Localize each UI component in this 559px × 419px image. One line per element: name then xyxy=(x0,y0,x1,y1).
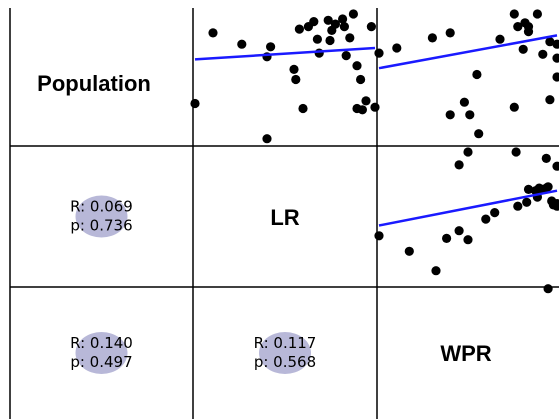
data-point xyxy=(338,14,348,24)
correlation-r-value: R: 0.069 xyxy=(70,198,133,216)
data-point xyxy=(481,214,491,224)
data-point xyxy=(509,9,519,19)
data-point xyxy=(543,182,553,192)
data-point xyxy=(314,48,324,58)
data-point xyxy=(545,95,555,105)
data-point xyxy=(289,64,299,74)
regression-line xyxy=(194,46,376,61)
data-point xyxy=(538,49,548,59)
data-point xyxy=(490,208,500,218)
data-point xyxy=(325,35,335,46)
data-point xyxy=(404,246,414,256)
data-point xyxy=(341,51,351,61)
data-point xyxy=(463,235,473,245)
data-point xyxy=(459,97,469,107)
data-point xyxy=(474,129,484,139)
correlation-p-value: p: 0.736 xyxy=(70,217,132,235)
scatter-panel-lr-vs-wpr xyxy=(374,147,559,294)
variable-label-population: Population xyxy=(37,71,151,96)
data-point xyxy=(541,153,551,163)
data-point xyxy=(511,147,521,157)
data-point xyxy=(294,24,304,34)
data-point xyxy=(352,61,362,71)
data-point xyxy=(465,110,475,120)
data-point xyxy=(366,22,376,32)
data-point xyxy=(552,53,559,63)
correlation-highlight xyxy=(75,332,128,374)
correlation-p-value: p: 0.497 xyxy=(70,353,132,371)
data-point xyxy=(370,102,380,112)
data-point xyxy=(431,266,441,276)
panel-borders xyxy=(9,8,559,419)
correlation-highlight xyxy=(259,332,311,374)
data-point xyxy=(266,42,276,52)
data-point xyxy=(532,9,543,19)
data-point xyxy=(330,19,340,29)
data-point xyxy=(445,110,455,120)
data-point xyxy=(552,199,559,209)
data-point xyxy=(312,34,322,44)
data-point xyxy=(543,284,553,294)
data-point xyxy=(348,9,358,19)
data-point xyxy=(237,39,247,49)
variable-label-wpr: WPR xyxy=(440,341,491,366)
data-point xyxy=(463,147,473,157)
scatter-panel-population-vs-lr xyxy=(190,9,380,144)
data-point xyxy=(445,28,455,38)
scatter-panel-population-vs-wpr xyxy=(374,9,559,139)
data-point xyxy=(361,96,371,106)
data-point xyxy=(190,98,200,109)
data-point xyxy=(495,34,505,44)
scatter-panels xyxy=(190,9,559,294)
regression-line xyxy=(378,189,558,227)
data-point xyxy=(523,27,534,37)
data-point xyxy=(298,103,308,114)
correlation-highlight xyxy=(75,195,128,238)
correlation-p-value: p: 0.568 xyxy=(254,353,316,371)
data-point xyxy=(356,74,366,85)
data-point xyxy=(513,22,523,32)
data-point xyxy=(262,134,272,144)
data-point xyxy=(291,74,301,85)
data-point xyxy=(208,28,218,38)
data-point xyxy=(454,160,464,170)
data-point xyxy=(374,48,384,58)
data-point xyxy=(545,37,555,47)
correlation-r-value: R: 0.117 xyxy=(254,334,317,352)
data-point xyxy=(427,33,437,43)
data-point xyxy=(513,201,523,211)
data-point xyxy=(454,226,464,236)
data-point xyxy=(309,17,319,27)
data-point xyxy=(522,197,532,207)
regression-line xyxy=(378,34,558,70)
data-point xyxy=(472,69,482,80)
variable-label-lr: LR xyxy=(270,205,299,230)
data-point xyxy=(523,184,534,194)
data-point xyxy=(392,43,402,53)
data-point xyxy=(552,161,559,171)
data-point xyxy=(518,44,528,54)
data-point xyxy=(357,105,367,115)
data-point xyxy=(552,72,559,82)
data-point xyxy=(552,39,559,49)
data-point xyxy=(374,231,384,241)
correlation-r-value: R: 0.140 xyxy=(70,334,133,352)
data-point xyxy=(509,102,519,112)
data-point xyxy=(345,33,355,43)
data-point xyxy=(442,233,452,243)
data-point xyxy=(323,15,333,25)
data-point xyxy=(339,22,349,32)
